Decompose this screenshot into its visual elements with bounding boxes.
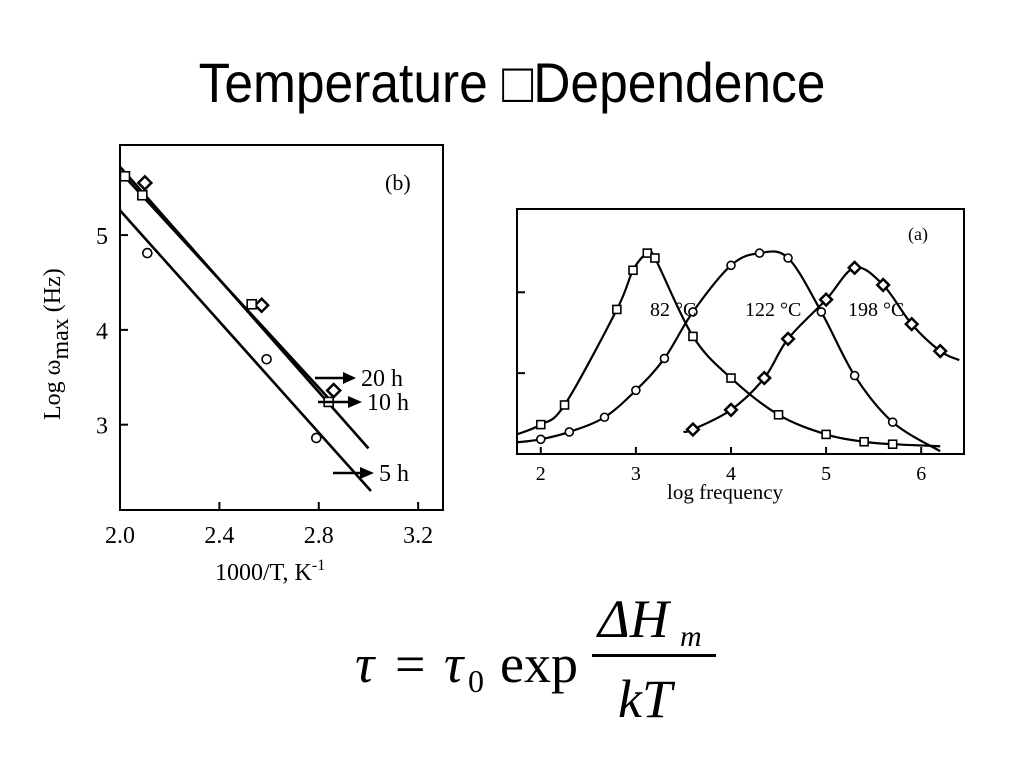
chart-b-annotation-5h: 5 h: [333, 461, 409, 487]
chart-b-data-point: [246, 298, 257, 310]
chart-b-fit-line: [119, 170, 335, 405]
chart-b-data-point: [136, 174, 154, 192]
chart-b-data-point: [310, 432, 322, 444]
chart-b-x-tick-label: 2.0: [105, 523, 135, 549]
slide-title: Temperature □Dependence: [198, 51, 826, 114]
chart-b-data-point: [325, 382, 342, 399]
chart-b-y-tick-labels: 3 4 5: [96, 224, 108, 440]
annotation-5h-label: 5 h: [379, 461, 409, 487]
chart-b-x-axis-label: 1000/T, K-1: [215, 557, 325, 586]
chart-b-x-tick-label: 3.2: [403, 523, 433, 549]
chart-b-x-tick-labels: 2.0 2.4 2.8 3.2: [105, 523, 433, 549]
chart-b-markers: [119, 170, 342, 444]
chart-b-fit-lines: [119, 165, 372, 492]
chart-b-y-tick-label: 4: [96, 319, 108, 345]
chart-b-data-point: [137, 189, 148, 201]
chart-b-data-point: [142, 247, 153, 259]
chart-b-x-tick-label: 2.8: [304, 523, 334, 549]
chart-b-y-tick-label: 3: [96, 414, 108, 440]
chart-b-data-point: [119, 170, 131, 182]
chart-b-ticks: [119, 234, 420, 510]
chart-b-x-tick-label: 2.4: [204, 523, 234, 549]
chart-b-frame: [119, 144, 444, 511]
chart-b-fit-line: [119, 209, 372, 492]
chart-b-data-point: [261, 353, 272, 365]
chart-b-panel-label: (b): [385, 170, 411, 195]
chart-b-annotation-10h: 10 h: [318, 390, 409, 416]
chart-b-y-axis-label: Log ωmax (Hz): [40, 268, 74, 420]
chart-b-data-point: [253, 296, 270, 314]
annotation-10h-label: 10 h: [367, 390, 409, 416]
annotation-20h-label: 20 h: [361, 366, 403, 392]
chart-b-annotation-20h: 20 h: [315, 366, 403, 392]
chart-b-y-tick-label: 5: [96, 224, 108, 250]
